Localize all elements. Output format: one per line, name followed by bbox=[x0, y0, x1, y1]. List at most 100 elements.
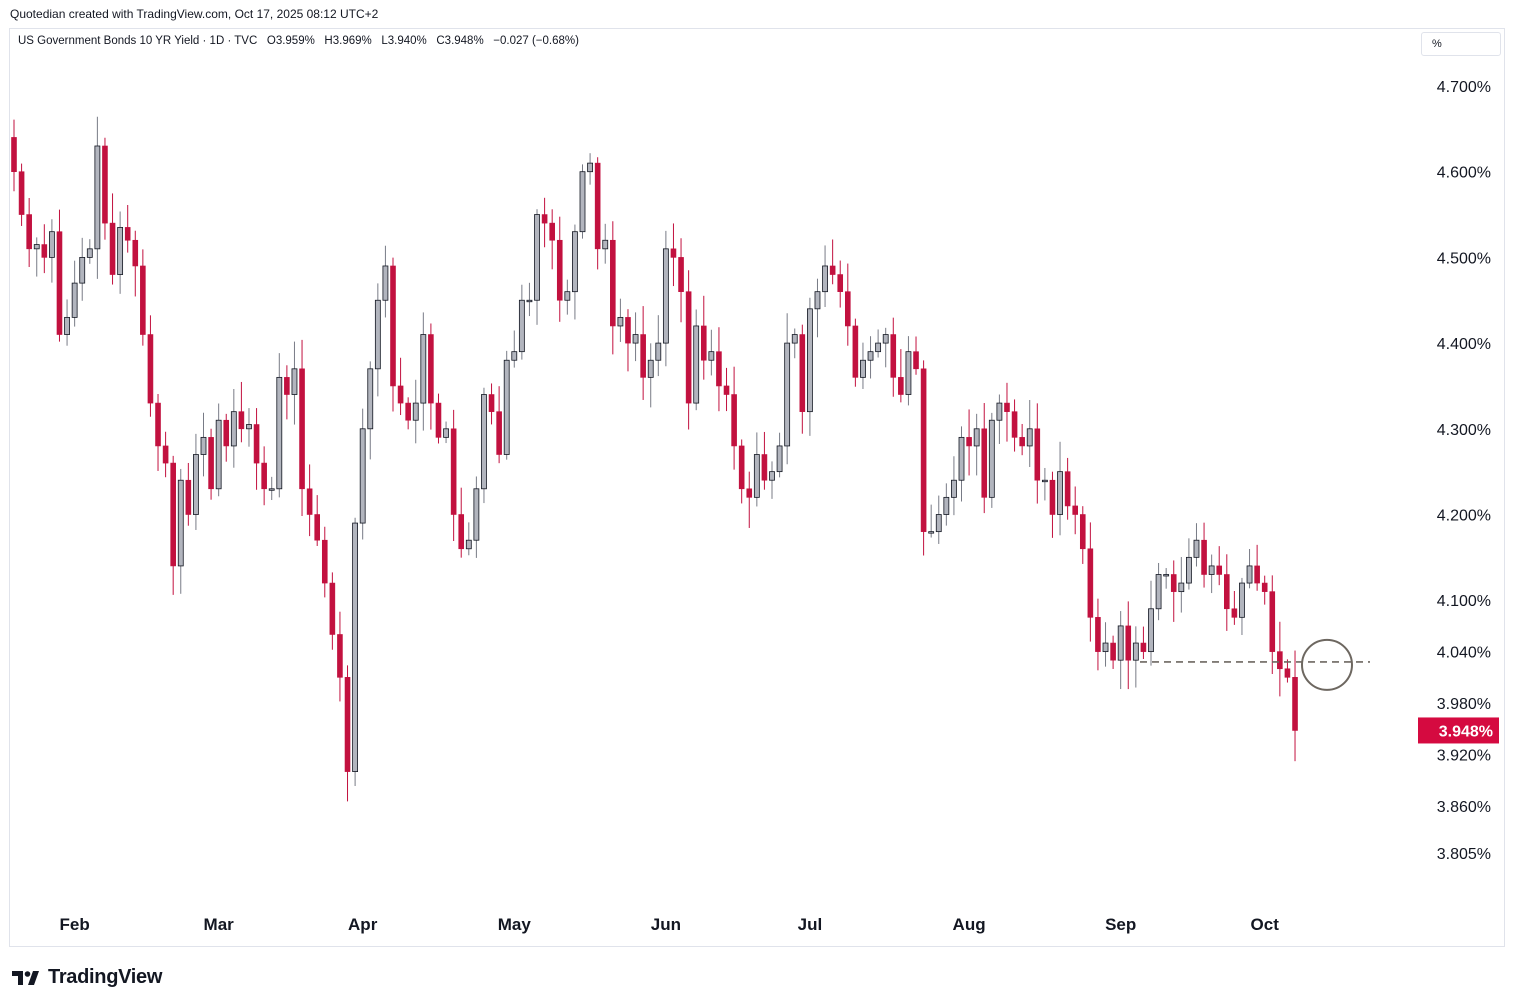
candle[interactable] bbox=[1201, 522, 1207, 588]
candle[interactable] bbox=[776, 432, 783, 478]
candle[interactable] bbox=[124, 204, 131, 253]
candle[interactable] bbox=[1072, 486, 1078, 535]
candle[interactable] bbox=[761, 431, 768, 490]
candle[interactable] bbox=[41, 224, 48, 274]
candle[interactable] bbox=[875, 329, 882, 358]
candle[interactable] bbox=[1095, 598, 1101, 671]
candle[interactable] bbox=[208, 428, 214, 500]
candle[interactable] bbox=[291, 341, 298, 425]
candle[interactable] bbox=[958, 426, 965, 502]
candle[interactable] bbox=[64, 299, 70, 346]
candle[interactable] bbox=[147, 315, 154, 417]
candle[interactable] bbox=[837, 260, 844, 308]
candle[interactable] bbox=[1011, 399, 1018, 452]
candle[interactable] bbox=[230, 389, 237, 468]
candle[interactable] bbox=[920, 360, 927, 556]
candle[interactable] bbox=[367, 361, 374, 460]
candle[interactable] bbox=[1125, 601, 1132, 690]
candle[interactable] bbox=[731, 366, 737, 470]
candle[interactable] bbox=[693, 309, 700, 411]
candle[interactable] bbox=[708, 329, 715, 376]
candle[interactable] bbox=[49, 219, 55, 283]
candle[interactable] bbox=[155, 393, 161, 471]
candle[interactable] bbox=[951, 456, 957, 516]
candle[interactable] bbox=[1163, 568, 1170, 589]
candle[interactable] bbox=[1178, 556, 1185, 613]
candle[interactable] bbox=[481, 387, 487, 504]
candle[interactable] bbox=[33, 237, 40, 277]
candle[interactable] bbox=[844, 263, 851, 346]
candle[interactable] bbox=[299, 339, 305, 517]
candle[interactable] bbox=[594, 157, 601, 270]
candle[interactable] bbox=[617, 298, 624, 342]
candle[interactable] bbox=[753, 432, 760, 507]
candle[interactable] bbox=[132, 230, 139, 297]
candle[interactable] bbox=[610, 221, 616, 355]
candlestick-chart[interactable]: 4.700% 4.600% 4.500% 4.400% 4.300% 4.200% 4.10… bbox=[0, 0, 1515, 950]
candle[interactable] bbox=[625, 309, 631, 372]
candle[interactable] bbox=[117, 211, 124, 294]
candle[interactable] bbox=[397, 357, 404, 416]
candle[interactable] bbox=[867, 336, 874, 379]
candle[interactable] bbox=[329, 572, 336, 650]
candle[interactable] bbox=[56, 209, 63, 342]
candle[interactable] bbox=[1132, 626, 1139, 688]
candle[interactable] bbox=[822, 245, 828, 307]
candle[interactable] bbox=[306, 464, 313, 537]
candle[interactable] bbox=[162, 431, 169, 478]
candle[interactable] bbox=[465, 522, 472, 556]
candle[interactable] bbox=[1193, 523, 1200, 567]
candle[interactable] bbox=[738, 439, 745, 504]
candle[interactable] bbox=[1239, 577, 1245, 636]
candle[interactable] bbox=[359, 408, 366, 540]
candle[interactable] bbox=[94, 116, 101, 279]
candle[interactable] bbox=[670, 223, 677, 287]
candle[interactable] bbox=[1148, 580, 1154, 666]
candle[interactable] bbox=[769, 461, 775, 499]
candle[interactable] bbox=[905, 336, 912, 406]
candle[interactable] bbox=[981, 403, 988, 514]
candle[interactable] bbox=[807, 297, 813, 436]
candle[interactable] bbox=[102, 137, 108, 240]
candle[interactable] bbox=[1026, 399, 1033, 468]
candle[interactable] bbox=[1224, 554, 1230, 631]
candle[interactable] bbox=[723, 367, 730, 412]
candle[interactable] bbox=[496, 386, 502, 464]
candle[interactable] bbox=[534, 209, 540, 325]
candle[interactable] bbox=[1155, 562, 1162, 621]
candle[interactable] bbox=[1079, 506, 1086, 564]
candle[interactable] bbox=[1277, 621, 1283, 697]
candle[interactable] bbox=[814, 278, 821, 338]
candle[interactable] bbox=[420, 312, 427, 431]
candle[interactable] bbox=[382, 245, 389, 318]
candle[interactable] bbox=[1208, 554, 1215, 594]
candle[interactable] bbox=[1261, 575, 1268, 605]
candle[interactable] bbox=[526, 282, 533, 317]
candle[interactable] bbox=[549, 209, 555, 270]
candle[interactable] bbox=[791, 328, 798, 359]
candle[interactable] bbox=[799, 324, 806, 434]
candle[interactable] bbox=[1019, 423, 1025, 456]
candle[interactable] bbox=[1057, 441, 1063, 536]
candle[interactable] bbox=[1049, 471, 1056, 538]
candle[interactable] bbox=[882, 327, 889, 368]
candle[interactable] bbox=[109, 193, 116, 285]
candle[interactable] bbox=[898, 349, 904, 403]
candle[interactable] bbox=[276, 353, 283, 498]
candle[interactable] bbox=[1140, 626, 1147, 659]
candle[interactable] bbox=[1170, 560, 1177, 622]
candle[interactable] bbox=[1216, 546, 1223, 586]
candle[interactable] bbox=[86, 239, 93, 264]
candle[interactable] bbox=[238, 381, 245, 443]
candle[interactable] bbox=[503, 350, 510, 460]
candle[interactable] bbox=[1004, 382, 1010, 442]
price-unit-button[interactable]: % bbox=[1421, 32, 1501, 56]
candle[interactable] bbox=[412, 379, 419, 444]
candle[interactable] bbox=[223, 413, 230, 462]
candle[interactable] bbox=[988, 412, 995, 508]
candle[interactable] bbox=[458, 487, 465, 558]
candle[interactable] bbox=[700, 295, 707, 380]
candle[interactable] bbox=[344, 665, 351, 802]
candle[interactable] bbox=[374, 283, 381, 397]
candle[interactable] bbox=[1269, 575, 1276, 675]
